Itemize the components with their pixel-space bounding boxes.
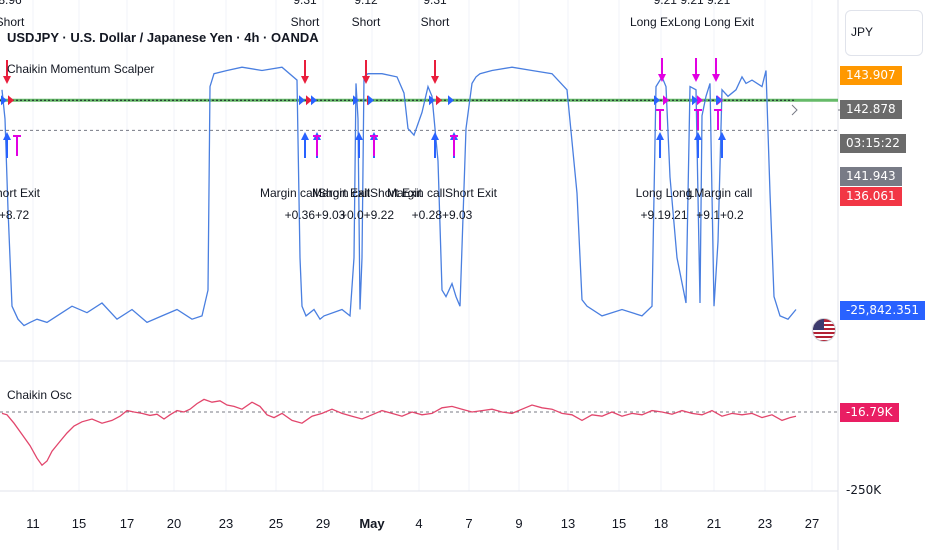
x-tick-label: 15 xyxy=(612,516,626,531)
equity-line xyxy=(1,66,797,327)
trade-bottom-label: Margin callShort Exit xyxy=(387,186,498,200)
entry-arrow-head xyxy=(3,76,11,84)
exit-arrow-head xyxy=(301,132,309,140)
trade-marker-icon xyxy=(1,95,7,106)
trade-marker-icon xyxy=(306,95,312,106)
entry-arrow-head xyxy=(712,74,720,82)
price-line-end-icon xyxy=(791,104,798,116)
countdown-label: 03:15:22 xyxy=(840,134,906,153)
trade-marker-icon xyxy=(716,95,722,106)
oscillator-value-label: -16.79K xyxy=(840,403,899,422)
trade-bottom-label: +9.1+0.2 xyxy=(696,208,744,222)
x-tick-label: 17 xyxy=(120,516,134,531)
strategy-name[interactable]: Chaikin Momentum Scalper xyxy=(7,62,155,76)
x-tick-label: 25 xyxy=(269,516,283,531)
x-tick-label: 13 xyxy=(561,516,575,531)
trade-bottom-labels: Short Exit +8.72 Margin callShort Exit +0.3… xyxy=(0,186,752,222)
x-tick-label: 21 xyxy=(707,516,721,531)
trade-bottom-label: Long Long xyxy=(636,186,693,200)
trade-marker-icon xyxy=(663,95,669,106)
trade-marker-icon xyxy=(436,95,442,106)
price-label-current: 142.878 xyxy=(840,100,902,119)
equity-series xyxy=(1,66,797,327)
trade-marker-icon xyxy=(311,95,317,106)
exit-arrow-head xyxy=(3,132,11,140)
trade-marker-icon xyxy=(429,95,435,106)
trade-marker-icon xyxy=(299,95,305,106)
trade-bottom-label: Short Exit xyxy=(0,186,41,200)
x-tick-label: 29 xyxy=(316,516,330,531)
trade-top-label: Long ExLong Long Exit xyxy=(630,15,755,29)
x-tick-label: 15 xyxy=(72,516,86,531)
trade-top-label: Short xyxy=(291,15,320,29)
entry-arrow-head xyxy=(301,76,309,84)
oscillator-series xyxy=(1,398,797,467)
trade-bottom-label: +9.19.21 xyxy=(640,208,687,222)
chart-title: USDJPY · U.S. Dollar / Japanese Yen · 4h… xyxy=(7,30,319,45)
trade-top-label: 9.21 9.21 9.21 xyxy=(654,0,731,7)
currency-button[interactable]: JPY xyxy=(845,10,923,56)
x-tick-label: 18 xyxy=(654,516,668,531)
oscillator-line xyxy=(1,398,797,467)
entry-arrow-head xyxy=(362,76,370,84)
x-tick-label: 23 xyxy=(219,516,233,531)
x-tick-label: 20 xyxy=(167,516,181,531)
trade-marker-icon xyxy=(692,95,698,106)
grid-lines xyxy=(32,0,813,491)
oscillator-scale-label: -250K xyxy=(840,481,888,500)
price-label-high: 143.907 xyxy=(840,66,902,85)
price-label-low: 136.061 xyxy=(840,187,902,206)
x-tick-label: 27 xyxy=(805,516,819,531)
entry-arrow-head xyxy=(692,74,700,82)
exit-arrow-head xyxy=(718,132,726,140)
trade-top-label: 9.31 xyxy=(293,0,317,7)
trade-top-label: Short xyxy=(352,15,381,29)
oscillator-title[interactable]: Chaikin Osc xyxy=(7,388,72,402)
trade-bottom-label: +0.36+9.03 xyxy=(285,208,346,222)
trade-top-label: Short xyxy=(421,15,450,29)
x-tick-label: 7 xyxy=(465,516,472,531)
x-tick-label: 4 xyxy=(415,516,422,531)
trade-marker-icon xyxy=(8,95,14,106)
equity-value-label: -25,842.351 xyxy=(840,301,926,320)
x-tick-label: 9 xyxy=(515,516,522,531)
trade-top-label: 9.31 xyxy=(423,0,447,7)
trade-marker-icon xyxy=(353,95,359,106)
price-label-mid: 141.943 xyxy=(840,167,902,186)
trade-top-label: 9.12 xyxy=(354,0,378,7)
trade-marker-icon xyxy=(448,95,454,106)
trade-top-label: 8.96 xyxy=(0,0,22,7)
us-flag-icon[interactable] xyxy=(812,318,836,342)
trade-bottom-label: Margin callShort Exit xyxy=(312,186,423,200)
trade-markers xyxy=(1,58,726,158)
x-tick-label: 11 xyxy=(26,516,40,531)
trade-marker-icon xyxy=(654,95,660,106)
trade-top-label: Short xyxy=(0,15,25,29)
exit-arrow-head xyxy=(431,132,439,140)
trade-bottom-label: +0.28+9.03 xyxy=(412,208,473,222)
exit-arrow-head xyxy=(355,132,363,140)
x-tick-label: May xyxy=(359,516,385,531)
entry-arrow-head xyxy=(431,76,439,84)
trade-marker-icon xyxy=(697,95,703,106)
entry-arrow-head xyxy=(658,74,666,82)
trade-bottom-label: +8.72 xyxy=(0,208,30,222)
trade-top-labels: 8.96 Short 9.31 Short 9.12 Short 9.31 Short 9.21… xyxy=(0,0,755,29)
x-tick-label: 23 xyxy=(758,516,772,531)
trade-marker-icon xyxy=(368,95,374,106)
trade-bottom-label: LMargin call xyxy=(688,186,753,200)
time-axis-ticks: 11 15 17 20 23 25 29 May 4 7 9 13 15 18 21 23 27 xyxy=(26,516,819,531)
exit-arrow-head xyxy=(694,132,702,140)
exit-arrow-head xyxy=(656,132,664,140)
trade-bottom-label: Margin callShort Exit xyxy=(260,186,371,200)
trade-bottom-label: +0.0+9.22 xyxy=(340,208,394,222)
